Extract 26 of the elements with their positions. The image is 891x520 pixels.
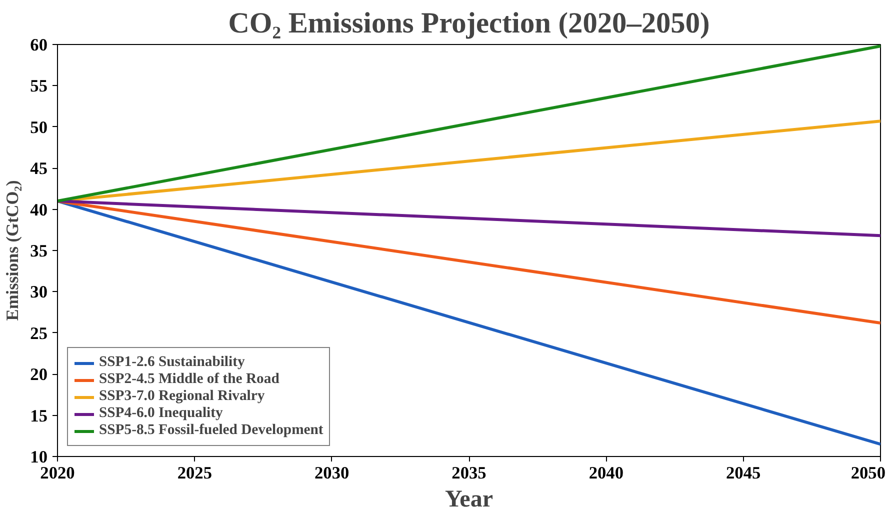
y-tick-label: 10 xyxy=(30,448,48,466)
legend-label: SSP2-4.5 Middle of the Road xyxy=(99,371,280,388)
x-tick-label: 2040 xyxy=(588,464,624,482)
y-tick-label: 55 xyxy=(30,76,48,96)
x-axis-title: Year xyxy=(445,486,494,512)
y-tick-label: 30 xyxy=(30,282,48,302)
x-tick-label: 2020 xyxy=(40,464,75,482)
legend-label: SSP1-2.6 Sustainability xyxy=(99,354,245,371)
x-tick-label: 2045 xyxy=(726,464,761,482)
y-tick-label: 45 xyxy=(30,159,48,178)
y-tick-label: 15 xyxy=(30,406,48,426)
x-tick-label: 2035 xyxy=(452,464,487,482)
legend-label: SSP3-7.0 Regional Rivalry xyxy=(99,388,265,405)
chart-title: CO₂ Emissions Projection (2020–2050) xyxy=(228,8,710,40)
x-tick-label: 2050 xyxy=(850,464,886,482)
y-tick-label: 60 xyxy=(30,36,48,54)
y-tick-label: 35 xyxy=(30,242,48,260)
x-tick-label: 2025 xyxy=(177,464,212,482)
legend-label: SSP5-8.5 Fossil-fueled Development xyxy=(99,422,324,439)
y-tick-label: 20 xyxy=(30,365,48,384)
y-axis-title: Emissions (GtCO₂) xyxy=(3,180,22,321)
y-tick-label: 25 xyxy=(30,324,48,343)
legend-label: SSP4-6.0 Inequality xyxy=(99,405,223,422)
y-tick-label: 50 xyxy=(30,118,48,137)
y-tick-label: 40 xyxy=(30,200,48,220)
x-tick-label: 2030 xyxy=(314,464,350,482)
